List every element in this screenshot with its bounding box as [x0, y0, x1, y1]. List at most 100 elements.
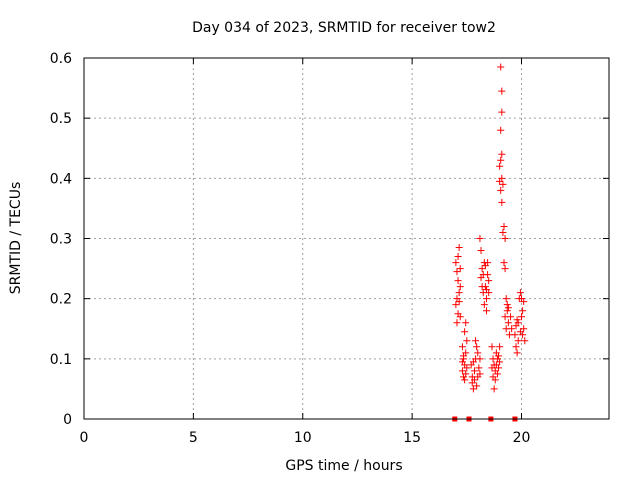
data-point: [472, 337, 480, 345]
data-point: [463, 364, 471, 372]
data-points: [452, 63, 529, 422]
data-point: [470, 376, 478, 384]
data-point: [518, 313, 525, 321]
data-point: [490, 385, 498, 393]
y-tick-label: 0.5: [50, 111, 72, 127]
data-point: [516, 289, 524, 297]
y-axis-title: SRMTID / TECUs: [8, 182, 24, 295]
data-point: [453, 268, 461, 276]
data-point: [485, 277, 493, 285]
data-point: [477, 274, 485, 282]
data-point: [504, 319, 512, 327]
data-point: [453, 319, 461, 327]
data-point: [513, 349, 521, 357]
data-point: [498, 150, 506, 158]
data-point: [496, 358, 504, 366]
data-point: [473, 343, 481, 351]
grid: [84, 58, 609, 419]
data-point: [508, 325, 516, 333]
data-point: [484, 259, 492, 267]
data-point: [478, 265, 486, 273]
data-point: [498, 108, 506, 116]
data-point: [495, 352, 503, 360]
x-tick-label: 15: [403, 430, 421, 446]
data-point: [512, 343, 520, 351]
data-point: [461, 376, 469, 384]
x-tick-label: 0: [80, 430, 89, 446]
data-point: [483, 307, 490, 315]
data-point: [488, 343, 496, 351]
data-point: [462, 319, 470, 327]
data-point: [497, 186, 505, 194]
y-tick-label: 0.2: [50, 292, 72, 308]
axis-ticks: 0 0.1 0.2 0.3 0.4 0.5 0.6 0 5 10 15 20: [50, 51, 609, 446]
x-tick-label: 10: [294, 430, 312, 446]
data-point: [520, 325, 528, 333]
data-point: [463, 337, 471, 345]
data-point: [498, 198, 506, 206]
data-point: [501, 265, 509, 273]
data-point: [493, 370, 501, 378]
data-point: [521, 337, 529, 345]
data-point: [474, 349, 482, 357]
x-tick-label: 20: [513, 430, 531, 446]
data-point: [492, 361, 500, 369]
x-axis-title: GPS time / hours: [285, 458, 402, 474]
data-point: [456, 313, 464, 321]
data-point: [461, 328, 469, 336]
data-point: [456, 283, 464, 291]
data-point: [470, 367, 478, 375]
data-point: [511, 331, 519, 339]
data-point: [520, 298, 528, 306]
data-point: [454, 253, 462, 261]
y-tick-label: 0: [63, 412, 72, 428]
data-point: [503, 301, 511, 309]
data-point: [483, 286, 490, 294]
data-point: [502, 295, 510, 303]
data-point: [491, 376, 499, 384]
data-point: [473, 382, 481, 390]
data-point: [488, 364, 496, 372]
data-point: [496, 177, 504, 185]
y-tick-label: 0.1: [50, 352, 72, 368]
data-point: [497, 63, 505, 71]
data-point: [474, 373, 482, 381]
chart-title: Day 034 of 2023, SRMTID for receiver tow…: [192, 20, 496, 36]
data-point: [483, 295, 490, 303]
data-point: [499, 180, 507, 188]
data-point: [455, 289, 463, 297]
y-tick-label: 0.3: [50, 232, 72, 248]
data-point: [475, 364, 483, 372]
data-point: [452, 259, 460, 267]
data-point: [480, 301, 488, 309]
data-point: [500, 222, 508, 230]
y-tick-label: 0.4: [50, 171, 72, 187]
data-point: [476, 355, 484, 363]
data-point: [498, 87, 506, 95]
data-point: [477, 247, 485, 255]
data-point: [514, 337, 522, 345]
data-point: [458, 367, 466, 375]
y-tick-label: 0.6: [50, 51, 72, 67]
data-point: [507, 313, 515, 321]
data-point: [499, 228, 507, 236]
data-point: [513, 316, 521, 324]
data-point: [455, 244, 463, 252]
x-tick-label: 5: [189, 430, 198, 446]
data-point: [512, 322, 520, 330]
data-point: [519, 331, 527, 339]
data-point: [462, 370, 470, 378]
data-point: [496, 162, 504, 170]
data-point: [469, 358, 477, 366]
data-point: [503, 307, 511, 315]
data-point: [454, 277, 462, 285]
data-point: [478, 283, 486, 291]
data-point: [519, 307, 527, 315]
data-point: [469, 385, 477, 393]
data-point: [500, 259, 508, 267]
data-point: [476, 235, 484, 242]
data-point: [455, 298, 463, 306]
data-point: [456, 265, 464, 273]
